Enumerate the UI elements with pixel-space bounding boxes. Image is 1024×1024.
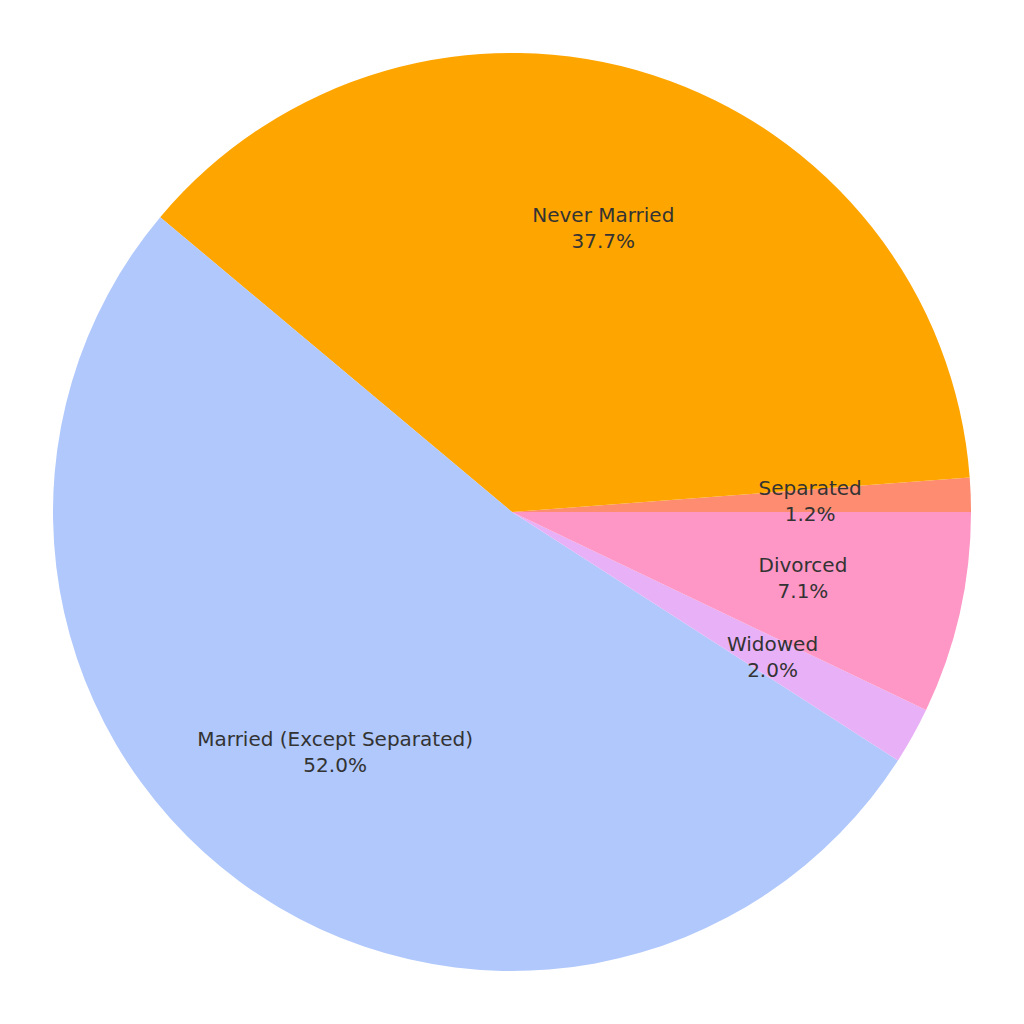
slice-value: 52.0% (303, 753, 367, 777)
slice-label: Divorced7.1% (759, 553, 848, 603)
slice-label: Widowed2.0% (727, 632, 818, 682)
slice-category: Widowed (727, 632, 818, 656)
pie (53, 53, 971, 971)
slice-category: Separated (758, 476, 861, 500)
slice-label: Never Married37.7% (532, 203, 674, 253)
slice-category: Married (Except Separated) (197, 727, 473, 751)
slice-category: Never Married (532, 203, 674, 227)
slice-value: 2.0% (747, 658, 798, 682)
slice-value: 1.2% (785, 502, 836, 526)
pie-slice (512, 512, 971, 710)
slice-value: 7.1% (778, 579, 829, 603)
labels: Separated1.2% Never Married37.7% Married (… (197, 203, 862, 777)
slice-category: Divorced (759, 553, 848, 577)
chart-svg: Separated1.2% Never Married37.7% Married (… (0, 0, 1024, 1024)
slice-value: 37.7% (572, 229, 636, 253)
slice-label: Separated1.2% (758, 476, 861, 526)
slice-label: Married (Except Separated)52.0% (197, 727, 473, 777)
